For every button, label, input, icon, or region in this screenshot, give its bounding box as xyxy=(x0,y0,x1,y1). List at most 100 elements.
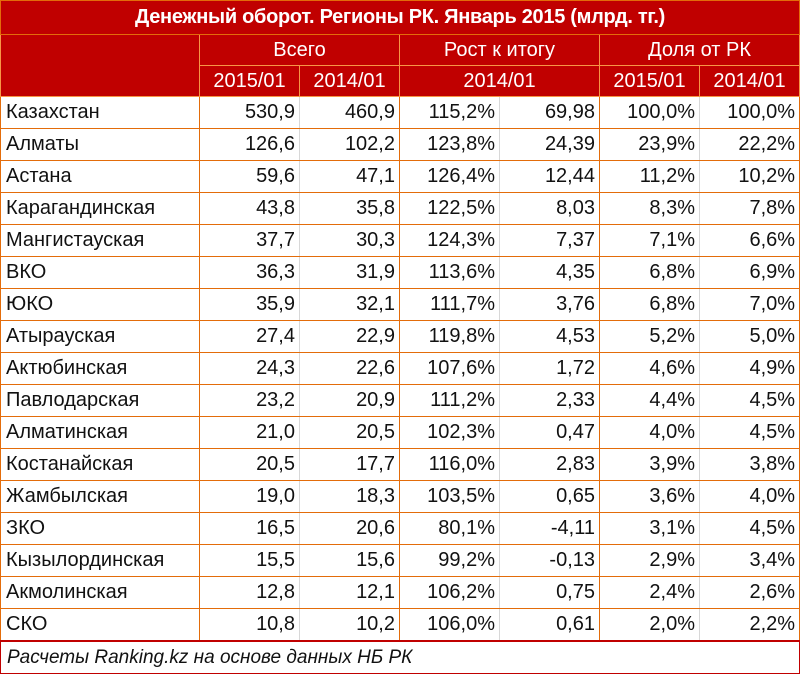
share-2014-cell: 3,8% xyxy=(698,448,800,481)
region-cell: ЮКО xyxy=(0,288,200,321)
share-2014-cell: 4,0% xyxy=(698,480,800,513)
growth-abs-cell: 69,98 xyxy=(499,96,600,129)
growth-abs-cell: -0,13 xyxy=(499,544,600,577)
share-2014-cell: 10,2% xyxy=(698,160,800,193)
table-row: ВКО 36,3 31,9 113,6% 4,35 6,8% 6,9% xyxy=(0,256,800,289)
growth-pct-cell: 116,0% xyxy=(399,448,500,481)
share-2014-cell: 7,8% xyxy=(698,192,800,225)
growth-pct-cell: 113,6% xyxy=(399,256,500,289)
growth-pct-cell: 103,5% xyxy=(399,480,500,513)
region-cell: ВКО xyxy=(0,256,200,289)
total-2015-cell: 43,8 xyxy=(199,192,300,225)
total-2015-cell: 27,4 xyxy=(199,320,300,353)
share-2015-cell: 6,8% xyxy=(599,256,700,289)
share-2015-cell: 5,2% xyxy=(599,320,700,353)
table-row: Мангистауская 37,7 30,3 124,3% 7,37 7,1% 6,6% xyxy=(0,224,800,257)
growth-abs-cell: 0,75 xyxy=(499,576,600,609)
period-header-share-2014: 2014/01 xyxy=(698,65,800,97)
region-header-blank xyxy=(0,34,200,97)
total-2014-cell: 12,1 xyxy=(299,576,400,609)
growth-pct-cell: 106,0% xyxy=(399,608,500,642)
total-2015-cell: 35,9 xyxy=(199,288,300,321)
share-2015-cell: 8,3% xyxy=(599,192,700,225)
total-2014-cell: 35,8 xyxy=(299,192,400,225)
growth-abs-cell: 2,33 xyxy=(499,384,600,417)
growth-pct-cell: 119,8% xyxy=(399,320,500,353)
total-2015-cell: 23,2 xyxy=(199,384,300,417)
total-2015-cell: 12,8 xyxy=(199,576,300,609)
share-2015-cell: 6,8% xyxy=(599,288,700,321)
share-2014-cell: 4,5% xyxy=(698,512,800,545)
growth-abs-cell: 24,39 xyxy=(499,128,600,161)
region-cell: Кызылординская xyxy=(0,544,200,577)
share-2015-cell: 3,6% xyxy=(599,480,700,513)
table-row: ЗКО 16,5 20,6 80,1% -4,11 3,1% 4,5% xyxy=(0,512,800,545)
share-2014-cell: 4,5% xyxy=(698,384,800,417)
table-row: СКО 10,8 10,2 106,0% 0,61 2,0% 2,2% xyxy=(0,608,800,642)
total-2015-cell: 10,8 xyxy=(199,608,300,642)
share-2015-cell: 2,4% xyxy=(599,576,700,609)
total-2015-cell: 15,5 xyxy=(199,544,300,577)
region-cell: ЗКО xyxy=(0,512,200,545)
group-header-total: Всего xyxy=(199,34,400,66)
growth-pct-cell: 124,3% xyxy=(399,224,500,257)
growth-abs-cell: 12,44 xyxy=(499,160,600,193)
table-body: Казахстан 530,9 460,9 115,2% 69,98 100,0% 100,… xyxy=(0,96,800,642)
growth-pct-cell: 80,1% xyxy=(399,512,500,545)
growth-abs-cell: 0,65 xyxy=(499,480,600,513)
table-row: Актюбинская 24,3 22,6 107,6% 1,72 4,6% 4,9% xyxy=(0,352,800,385)
period-header-total-2014: 2014/01 xyxy=(299,65,400,97)
share-2015-cell: 11,2% xyxy=(599,160,700,193)
table-row: Акмолинская 12,8 12,1 106,2% 0,75 2,4% 2,6% xyxy=(0,576,800,609)
share-2015-cell: 2,9% xyxy=(599,544,700,577)
growth-pct-cell: 111,7% xyxy=(399,288,500,321)
group-header-growth: Рост к итогу xyxy=(399,34,600,66)
region-cell: Акмолинская xyxy=(0,576,200,609)
total-2014-cell: 32,1 xyxy=(299,288,400,321)
growth-abs-cell: 4,35 xyxy=(499,256,600,289)
table-row: Костанайская 20,5 17,7 116,0% 2,83 3,9% 3,8% xyxy=(0,448,800,481)
source-note: Расчеты Ranking.kz на основе данных НБ Р… xyxy=(0,640,800,674)
growth-pct-cell: 126,4% xyxy=(399,160,500,193)
total-2014-cell: 102,2 xyxy=(299,128,400,161)
total-2014-cell: 31,9 xyxy=(299,256,400,289)
total-2015-cell: 21,0 xyxy=(199,416,300,449)
share-2014-cell: 2,6% xyxy=(698,576,800,609)
total-2014-cell: 20,5 xyxy=(299,416,400,449)
growth-pct-cell: 123,8% xyxy=(399,128,500,161)
growth-pct-cell: 99,2% xyxy=(399,544,500,577)
share-2015-cell: 3,1% xyxy=(599,512,700,545)
total-2014-cell: 10,2 xyxy=(299,608,400,642)
growth-abs-cell: 0,47 xyxy=(499,416,600,449)
growth-abs-cell: 8,03 xyxy=(499,192,600,225)
region-cell: Астана xyxy=(0,160,200,193)
growth-abs-cell: 1,72 xyxy=(499,352,600,385)
growth-pct-cell: 102,3% xyxy=(399,416,500,449)
growth-abs-cell: -4,11 xyxy=(499,512,600,545)
total-2014-cell: 20,6 xyxy=(299,512,400,545)
growth-pct-cell: 122,5% xyxy=(399,192,500,225)
total-2014-cell: 15,6 xyxy=(299,544,400,577)
group-header-share: Доля от РК xyxy=(598,34,800,66)
region-cell: Казахстан xyxy=(0,96,200,129)
region-cell: Павлодарская xyxy=(0,384,200,417)
total-2015-cell: 126,6 xyxy=(199,128,300,161)
region-cell: Костанайская xyxy=(0,448,200,481)
share-2014-cell: 6,9% xyxy=(698,256,800,289)
share-2015-cell: 7,1% xyxy=(599,224,700,257)
growth-abs-cell: 0,61 xyxy=(499,608,600,642)
region-cell: Мангистауская xyxy=(0,224,200,257)
share-2014-cell: 100,0% xyxy=(698,96,800,129)
growth-pct-cell: 115,2% xyxy=(399,96,500,129)
growth-pct-cell: 106,2% xyxy=(399,576,500,609)
share-2014-cell: 2,2% xyxy=(698,608,800,642)
total-2015-cell: 36,3 xyxy=(199,256,300,289)
total-2014-cell: 18,3 xyxy=(299,480,400,513)
total-2015-cell: 59,6 xyxy=(199,160,300,193)
growth-pct-cell: 111,2% xyxy=(399,384,500,417)
table-row: Карагандинская 43,8 35,8 122,5% 8,03 8,3% 7,8% xyxy=(0,192,800,225)
table-row: Астана 59,6 47,1 126,4% 12,44 11,2% 10,2% xyxy=(0,160,800,193)
region-cell: Актюбинская xyxy=(0,352,200,385)
table-row: Казахстан 530,9 460,9 115,2% 69,98 100,0% 100,… xyxy=(0,96,800,129)
region-cell: Жамбылская xyxy=(0,480,200,513)
